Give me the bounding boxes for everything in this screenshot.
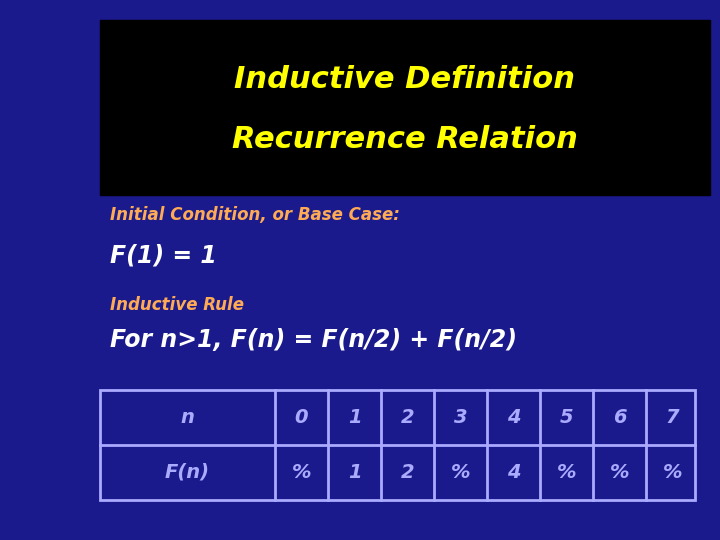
Text: 4: 4	[507, 408, 521, 427]
FancyBboxPatch shape	[100, 20, 710, 195]
Text: 1: 1	[348, 408, 361, 427]
Text: %: %	[662, 463, 683, 482]
Text: 6: 6	[613, 408, 626, 427]
Text: %: %	[557, 463, 576, 482]
Text: 1: 1	[348, 463, 361, 482]
Text: Recurrence Relation: Recurrence Relation	[232, 125, 578, 154]
FancyBboxPatch shape	[100, 390, 695, 500]
Text: 0: 0	[294, 408, 308, 427]
Text: Inductive Definition: Inductive Definition	[235, 65, 575, 94]
Text: F(n): F(n)	[165, 463, 210, 482]
Text: %: %	[451, 463, 470, 482]
Text: 2: 2	[401, 463, 414, 482]
Text: %: %	[292, 463, 311, 482]
Text: 5: 5	[559, 408, 573, 427]
Text: 2: 2	[401, 408, 414, 427]
Text: For n>1, F(n) = F(n/2) + F(n/2): For n>1, F(n) = F(n/2) + F(n/2)	[110, 328, 517, 352]
Text: 3: 3	[454, 408, 467, 427]
Text: Initial Condition, or Base Case:: Initial Condition, or Base Case:	[110, 206, 400, 224]
Text: 7: 7	[666, 408, 679, 427]
Text: 4: 4	[507, 463, 521, 482]
Text: %: %	[610, 463, 629, 482]
Text: Inductive Rule: Inductive Rule	[110, 296, 244, 314]
Text: F(1) = 1: F(1) = 1	[110, 243, 217, 267]
Text: n: n	[181, 408, 194, 427]
